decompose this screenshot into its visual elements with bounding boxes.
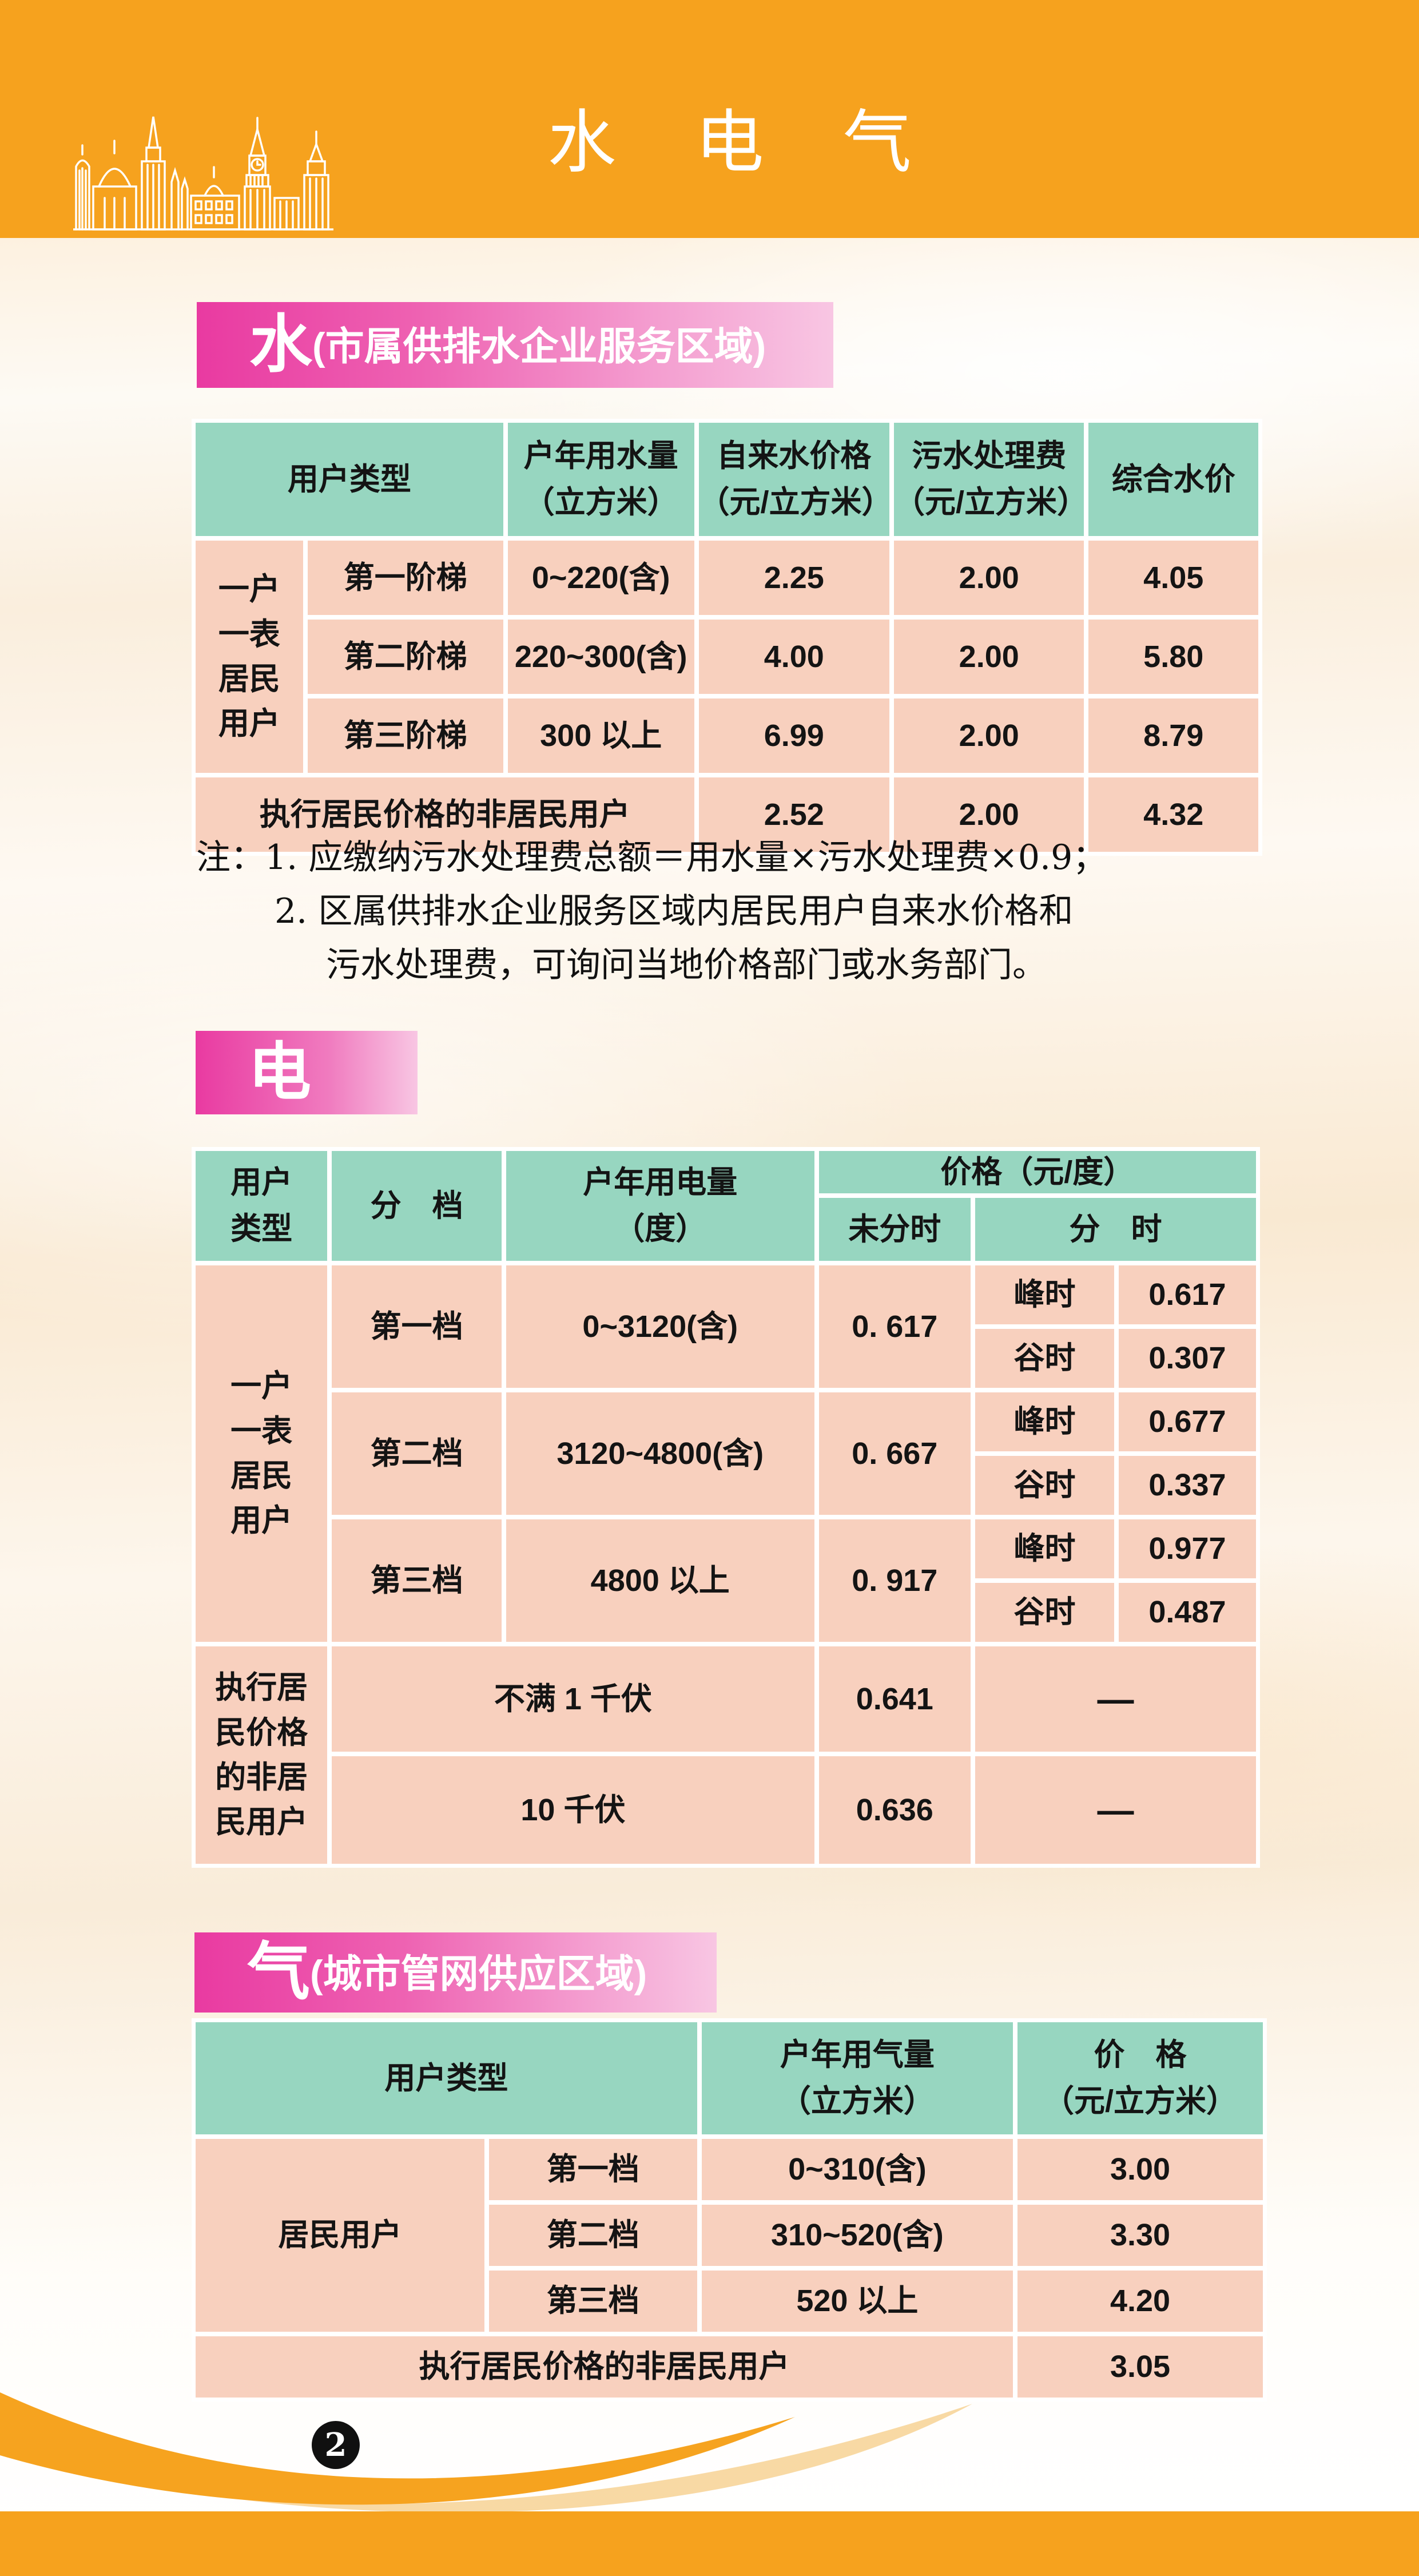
table-cell: 310~520(含) [701, 2205, 1013, 2266]
table-cell: 0. 617 [818, 1265, 971, 1388]
water-notes: 注：1. 应缴纳污水处理费总额＝用水量×污水处理费×0.9； 2. 区属供排水企… [196, 831, 1311, 992]
table-cell: 0.617 [1118, 1265, 1256, 1324]
table-cell: 300 以上 [507, 698, 694, 773]
table-cell: 0.641 [818, 1646, 971, 1752]
table-cell: 4.00 [698, 620, 889, 694]
footer-swoosh-decoration [0, 2392, 972, 2513]
gas-header-price: 价 格 （元/立方米） [1017, 2022, 1263, 2134]
electricity-price-table: 用户 类型 分 档 户年用电量 （度） 价格（元/度） 未分时 分 时 一户 一… [192, 1147, 1260, 1868]
table-cell: 第二档 [332, 1392, 502, 1515]
table-cell: 0. 917 [818, 1519, 971, 1642]
table-cell: 3.00 [1017, 2139, 1263, 2200]
table-cell: 0.337 [1118, 1456, 1256, 1515]
gas-header-user-type: 用户类型 [196, 2022, 697, 2134]
table-cell: — [975, 1646, 1256, 1752]
water-section-banner: 水 (市属供排水企业服务区域) [197, 302, 833, 388]
electricity-section-banner: 电 [196, 1031, 418, 1114]
water-header-user-type: 用户类型 [196, 423, 503, 536]
table-cell: 4800 以上 [506, 1519, 814, 1642]
page-number-badge: 2 [312, 2421, 360, 2469]
water-price-table: 用户类型 户年用水量 （立方米） 自来水价格 （元/立方米） 污水处理费 （元/… [192, 419, 1262, 856]
table-cell: 0~220(含) [507, 541, 694, 615]
note-line: 注：1. 应缴纳污水处理费总额＝用水量×污水处理费×0.9； [196, 838, 1107, 878]
gas-price-table: 用户类型 户年用气量 （立方米） 价 格 （元/立方米） 居民用户 第一档 0~… [192, 2018, 1267, 2402]
elec-header-tier: 分 档 [332, 1151, 502, 1261]
swoosh-pale [69, 2404, 972, 2513]
elec-header-flat-rate: 未分时 [818, 1198, 971, 1261]
elec-header-usage: 户年用电量 （度） [506, 1151, 814, 1261]
table-cell: 2.00 [893, 541, 1084, 615]
table-cell: 6.99 [698, 698, 889, 773]
water-banner-character: 水 [249, 309, 312, 380]
water-header-sewage-fee: 污水处理费 （元/立方米） [893, 423, 1088, 536]
table-cell: 第二阶梯 [307, 620, 503, 694]
table-cell: 2.00 [893, 777, 1084, 852]
swoosh-orange [0, 2392, 795, 2505]
water-nonresident-label: 执行居民价格的非居民用户 [196, 777, 694, 852]
city-skyline-icon [73, 116, 333, 231]
table-cell: 第三档 [332, 1519, 502, 1642]
table-cell: 第二档 [488, 2205, 697, 2266]
table-cell: 峰时 [975, 1265, 1114, 1324]
water-header-tap-price: 自来水价格 （元/立方米） [698, 423, 893, 536]
page-number: 2 [324, 2426, 347, 2464]
table-cell: 谷时 [975, 1329, 1114, 1388]
table-cell: 不满 1 千伏 [332, 1646, 814, 1752]
table-cell: 3120~4800(含) [506, 1392, 814, 1515]
table-cell: 2.25 [698, 541, 889, 615]
elec-header-price: 价格（元/度） [818, 1151, 1256, 1193]
table-cell: — [975, 1756, 1256, 1864]
table-cell: 第三档 [488, 2271, 697, 2332]
header-band [0, 0, 1419, 238]
water-header-usage: 户年用水量 （立方米） [507, 423, 694, 536]
table-cell: 第一档 [488, 2139, 697, 2200]
elec-header-user-type: 用户 类型 [196, 1151, 328, 1261]
table-cell: 220~300(含) [507, 620, 694, 694]
water-group-label: 一户 一表 居民 用户 [196, 541, 303, 773]
gas-group-label: 居民用户 [196, 2139, 484, 2332]
water-banner-note: (市属供排水企业服务区域) [312, 325, 766, 368]
table-cell: 第一档 [332, 1265, 502, 1388]
table-cell: 4.20 [1017, 2271, 1263, 2332]
table-cell: 4.05 [1088, 541, 1258, 615]
gas-banner-character: 气 [247, 1937, 310, 2007]
table-cell: 0~3120(含) [506, 1265, 814, 1388]
table-cell: 0~310(含) [701, 2139, 1013, 2200]
gas-section-banner: 气 (城市管网供应区域) [194, 1932, 717, 2013]
electricity-banner-character: 电 [248, 1037, 311, 1108]
gas-nonresident-label: 执行居民价格的非居民用户 [196, 2336, 1013, 2398]
table-cell: 峰时 [975, 1519, 1114, 1578]
table-cell: 0.977 [1118, 1519, 1256, 1578]
table-cell: 0.487 [1118, 1583, 1256, 1642]
table-cell: 2.00 [893, 620, 1084, 694]
footer-band [0, 2511, 1419, 2576]
table-cell: 2.00 [893, 698, 1084, 773]
note-line: 2. 区属供排水企业服务区域内居民用户自来水价格和 [275, 891, 1074, 931]
note-line: 污水处理费，可询问当地价格部门或水务部门。 [326, 945, 1047, 985]
table-cell: 3.30 [1017, 2205, 1263, 2266]
page-title: 水 电 气 [547, 103, 912, 182]
table-cell: 谷时 [975, 1456, 1114, 1515]
gas-banner-note: (城市管网供应区域) [310, 1952, 647, 1996]
table-cell: 第一阶梯 [307, 541, 503, 615]
table-cell: 谷时 [975, 1583, 1114, 1642]
table-cell: 2.52 [698, 777, 889, 852]
table-cell: 峰时 [975, 1392, 1114, 1451]
table-cell: 4.32 [1088, 777, 1258, 852]
table-cell: 10 千伏 [332, 1756, 814, 1864]
table-cell: 第三阶梯 [307, 698, 503, 773]
elec-header-time-of-use: 分 时 [975, 1198, 1256, 1261]
table-cell: 0.307 [1118, 1329, 1256, 1388]
water-header-combined-price: 综合水价 [1088, 423, 1258, 536]
table-cell: 8.79 [1088, 698, 1258, 773]
elec-group-label: 一户 一表 居民 用户 [196, 1265, 328, 1642]
gas-header-usage: 户年用气量 （立方米） [701, 2022, 1013, 2134]
table-cell: 0. 667 [818, 1392, 971, 1515]
table-cell: 520 以上 [701, 2271, 1013, 2332]
table-cell: 0.677 [1118, 1392, 1256, 1451]
elec-nonresident-label: 执行居 民价格 的非居 民用户 [196, 1646, 328, 1864]
table-cell: 0.636 [818, 1756, 971, 1864]
table-cell: 3.05 [1017, 2336, 1263, 2398]
table-cell: 5.80 [1088, 620, 1258, 694]
